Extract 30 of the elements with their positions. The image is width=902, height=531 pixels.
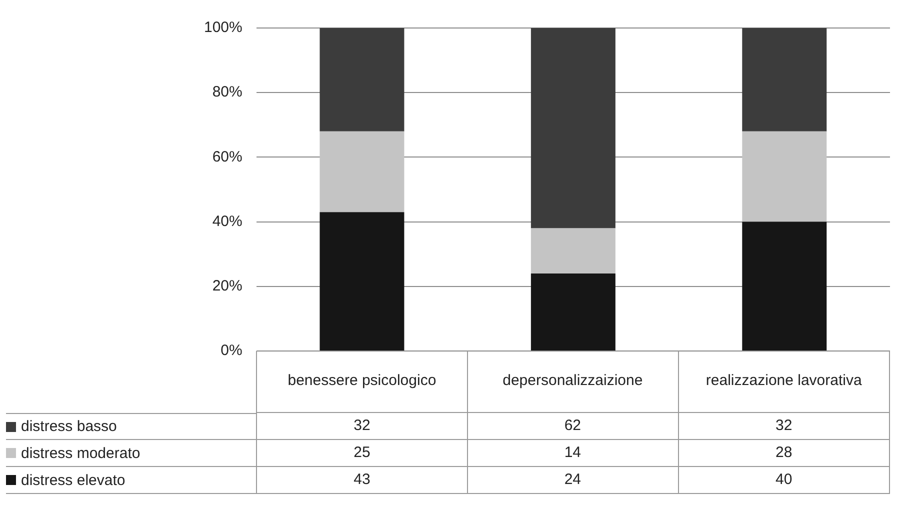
data-label: 24 bbox=[468, 467, 679, 494]
y-tick-label: 20% bbox=[212, 278, 242, 295]
bar bbox=[530, 228, 616, 274]
bar bbox=[320, 131, 404, 212]
data-label: 14 bbox=[468, 440, 679, 467]
legend-label: distress elevato bbox=[6, 467, 256, 494]
data-label: 40 bbox=[678, 467, 890, 494]
bar bbox=[320, 212, 404, 350]
bar bbox=[742, 131, 827, 222]
data-label: 32 bbox=[678, 413, 890, 440]
y-tick-label: 100% bbox=[204, 19, 242, 36]
bar bbox=[742, 28, 827, 132]
y-tick-label: 80% bbox=[212, 84, 242, 101]
bar bbox=[742, 222, 827, 350]
y-tick-label: 0% bbox=[220, 342, 242, 360]
data-label: 32 bbox=[256, 413, 468, 440]
data-label: 62 bbox=[468, 413, 679, 440]
bar bbox=[530, 28, 616, 228]
data-label: 43 bbox=[256, 467, 468, 494]
data-label: 25 bbox=[256, 440, 468, 467]
y-tick-label: 40% bbox=[212, 212, 242, 230]
y-tick-label: 60% bbox=[212, 148, 242, 166]
x-tick-label: depersonalizzaizione bbox=[468, 351, 679, 413]
bar bbox=[530, 273, 616, 350]
x-tick-label: benessere psicologico bbox=[256, 351, 468, 413]
x-tick-label: realizzazione lavorativa bbox=[678, 351, 890, 413]
bar bbox=[320, 28, 404, 132]
legend-label: distress moderato bbox=[6, 440, 256, 467]
legend-label: distress basso bbox=[6, 413, 256, 440]
data-label: 28 bbox=[678, 440, 890, 467]
